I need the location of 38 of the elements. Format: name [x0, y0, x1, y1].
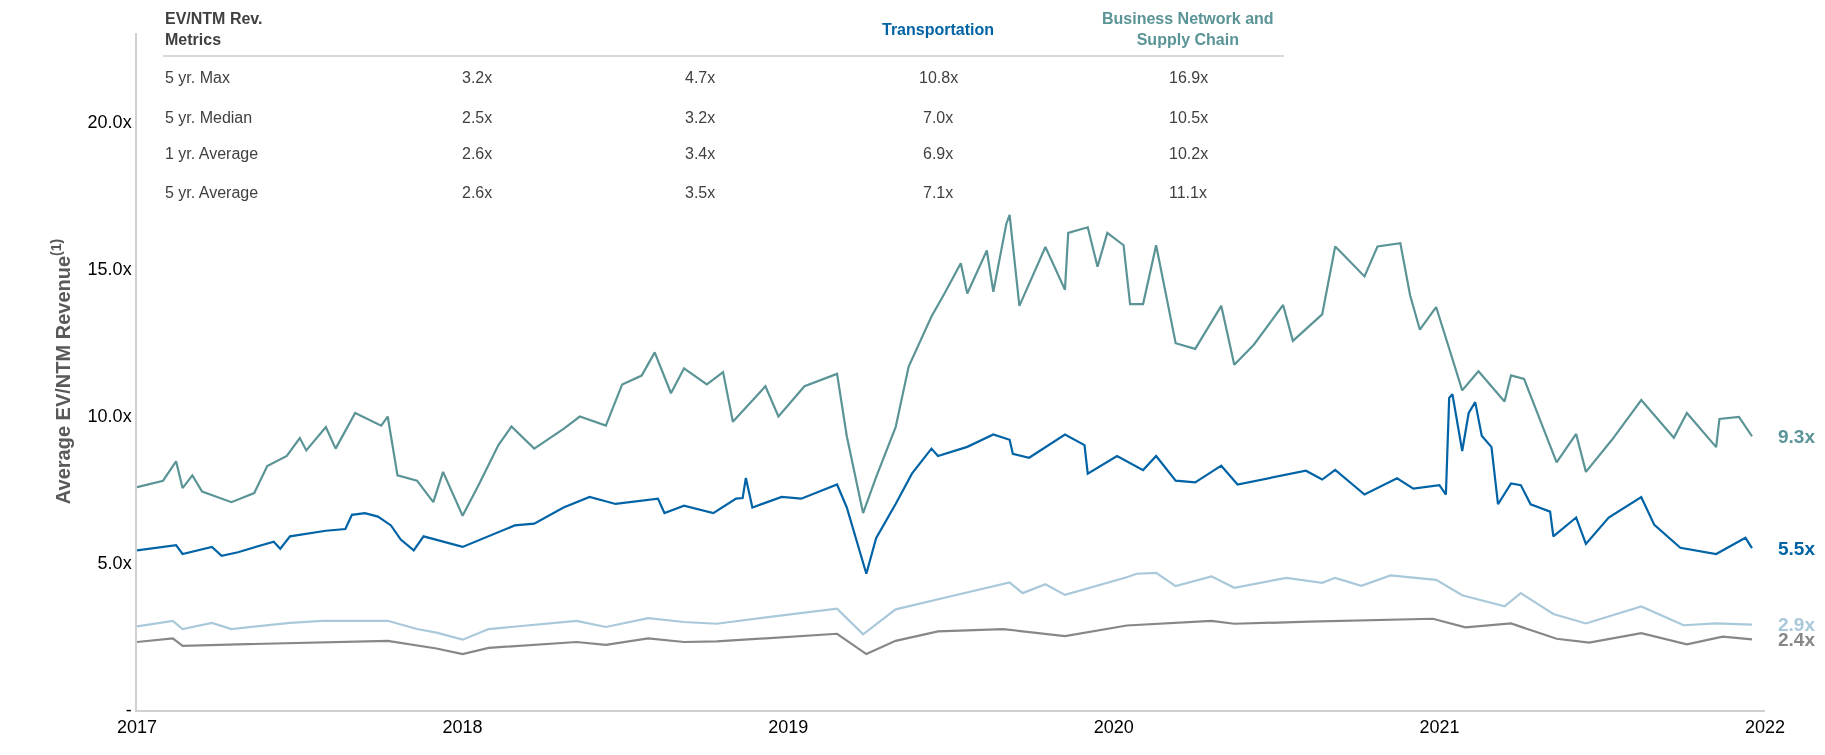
annotation: 4.7x — [685, 69, 716, 86]
text: 9.3x — [1778, 426, 1816, 447]
annotation: 7.1x — [923, 184, 954, 201]
annotation: 2.5x — [462, 109, 493, 126]
annotation: 2.6x — [462, 145, 493, 162]
annotation: 3.4x — [685, 145, 716, 162]
annotation: 3.2x — [462, 69, 493, 86]
x-tick-label: 2021 — [1419, 717, 1460, 738]
annotation: 10.2x — [1169, 145, 1209, 162]
annotation: 10.8x — [919, 69, 959, 86]
line-series — [137, 213, 1754, 517]
annotation: 3.2x — [685, 109, 716, 126]
annotation: 1 yr. Average — [165, 145, 259, 162]
annotation: 16.9x — [1169, 69, 1209, 86]
text: 5.5x — [1778, 538, 1816, 559]
x-tick-label: 2019 — [768, 717, 809, 738]
line-series — [137, 393, 1754, 575]
annotation: EV/NTM Rev. Metrics — [165, 10, 263, 48]
x-tick-label: 2018 — [442, 717, 483, 738]
x-tick-label: 2022 — [1744, 717, 1786, 738]
y-tick-label: 10.0x — [87, 405, 132, 426]
text: Transportation — [882, 21, 995, 38]
annotation: 2.6x — [462, 184, 493, 201]
y-tick-label: 20.0x — [87, 111, 132, 132]
x-tick-label: 2020 — [1093, 717, 1134, 738]
annotation: 10.5x — [1169, 109, 1209, 126]
annotation: 6.9x — [923, 145, 954, 162]
y-tick-label: 5.0x — [97, 553, 132, 574]
annotation: 5 yr. Average — [165, 184, 259, 201]
annotation: 3.5x — [685, 184, 716, 201]
line-series — [137, 571, 1754, 641]
line-series — [137, 617, 1754, 656]
annotation: 7.0x — [923, 109, 954, 126]
annotation: 5 yr. Median — [165, 109, 253, 126]
text: Business Network and Supply Chain — [1102, 10, 1274, 48]
y-tick-label: 15.0x — [87, 258, 132, 279]
annotation: 5 yr. Max — [165, 69, 230, 86]
annotation: 11.1x — [1169, 184, 1207, 201]
